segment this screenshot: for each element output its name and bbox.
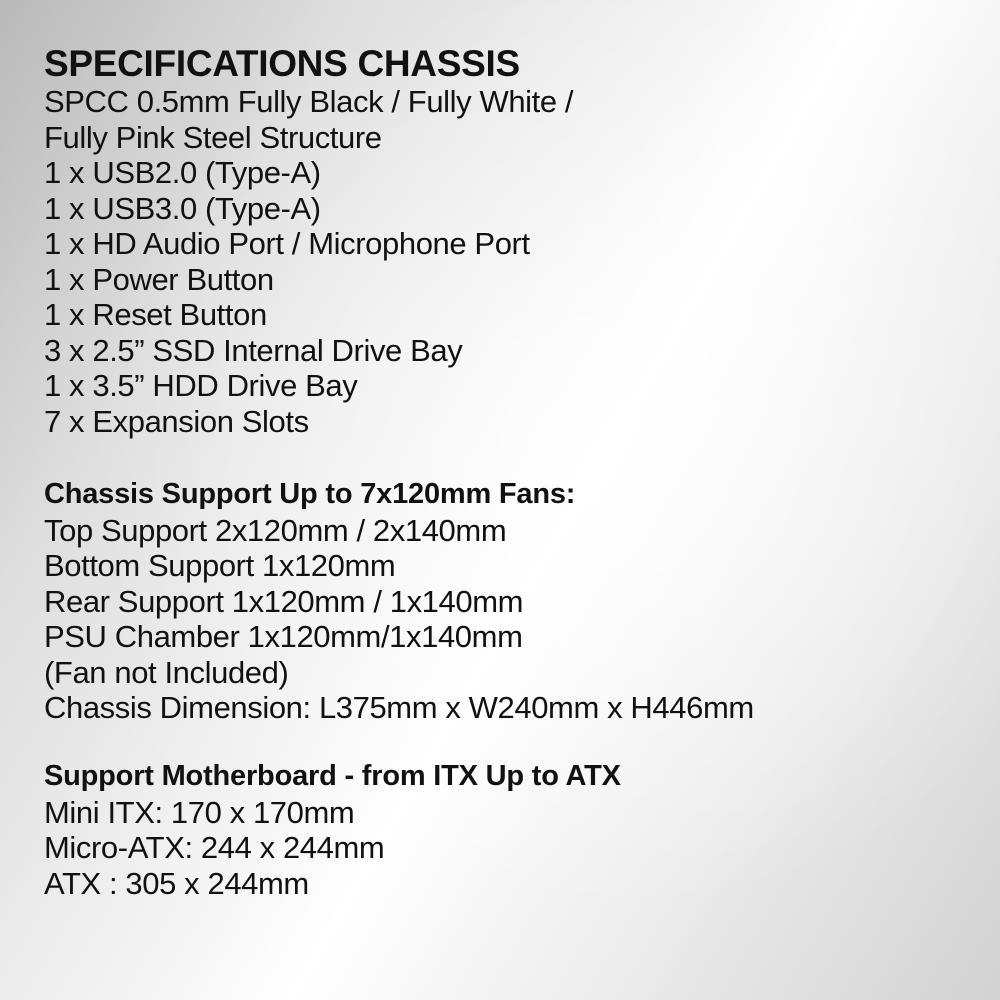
motherboard-line: Mini ITX: 170 x 170mm xyxy=(44,794,355,830)
fan-line: Rear Support 1x120mm / 1x140mm xyxy=(44,583,524,619)
fan-line: (Fan not Included) xyxy=(44,654,289,690)
spec-line: 7 x Expansion Slots xyxy=(44,403,309,439)
spec-line: 1 x Power Button xyxy=(44,261,274,297)
spec-line: 1 x 3.5” HDD Drive Bay xyxy=(44,368,358,403)
spec-line: 1 x USB2.0 (Type-A) xyxy=(44,155,321,190)
motherboard-line: Micro-ATX: 244 x 244mm xyxy=(44,830,385,865)
fan-line: Top Support 2x120mm / 2x140mm xyxy=(44,512,507,548)
motherboard-heading: Support Motherboard - from ITX Up to ATX xyxy=(44,760,621,792)
motherboard-line: ATX : 305 x 244mm xyxy=(44,865,309,901)
spec-line: 3 x 2.5” SSD Internal Drive Bay xyxy=(44,332,463,368)
motherboard-section: Support Motherboard - from ITX Up to ATX… xyxy=(44,759,621,901)
fan-line: PSU Chamber 1x120mm/1x140mm xyxy=(44,619,523,654)
spec-line: SPCC 0.5mm Fully Black / Fully White / xyxy=(44,84,574,119)
spec-line: 1 x HD Audio Port / Microphone Port xyxy=(44,226,530,261)
spec-line: Fully Pink Steel Structure xyxy=(44,119,382,155)
spec-line: 1 x Reset Button xyxy=(44,297,267,332)
fans-section: Chassis Support Up to 7x120mm Fans: Top … xyxy=(44,477,754,726)
page-title: SPECIFICATIONS CHASSIS xyxy=(44,43,520,84)
spec-line: 1 x USB3.0 (Type-A) xyxy=(44,190,321,226)
fan-line: Bottom Support 1x120mm xyxy=(44,548,396,583)
specifications-section: SPECIFICATIONS CHASSIS SPCC 0.5mm Fully … xyxy=(44,43,574,439)
fan-line: Chassis Dimension: L375mm x W240mm x H44… xyxy=(44,690,754,725)
fans-heading: Chassis Support Up to 7x120mm Fans: xyxy=(44,478,576,510)
